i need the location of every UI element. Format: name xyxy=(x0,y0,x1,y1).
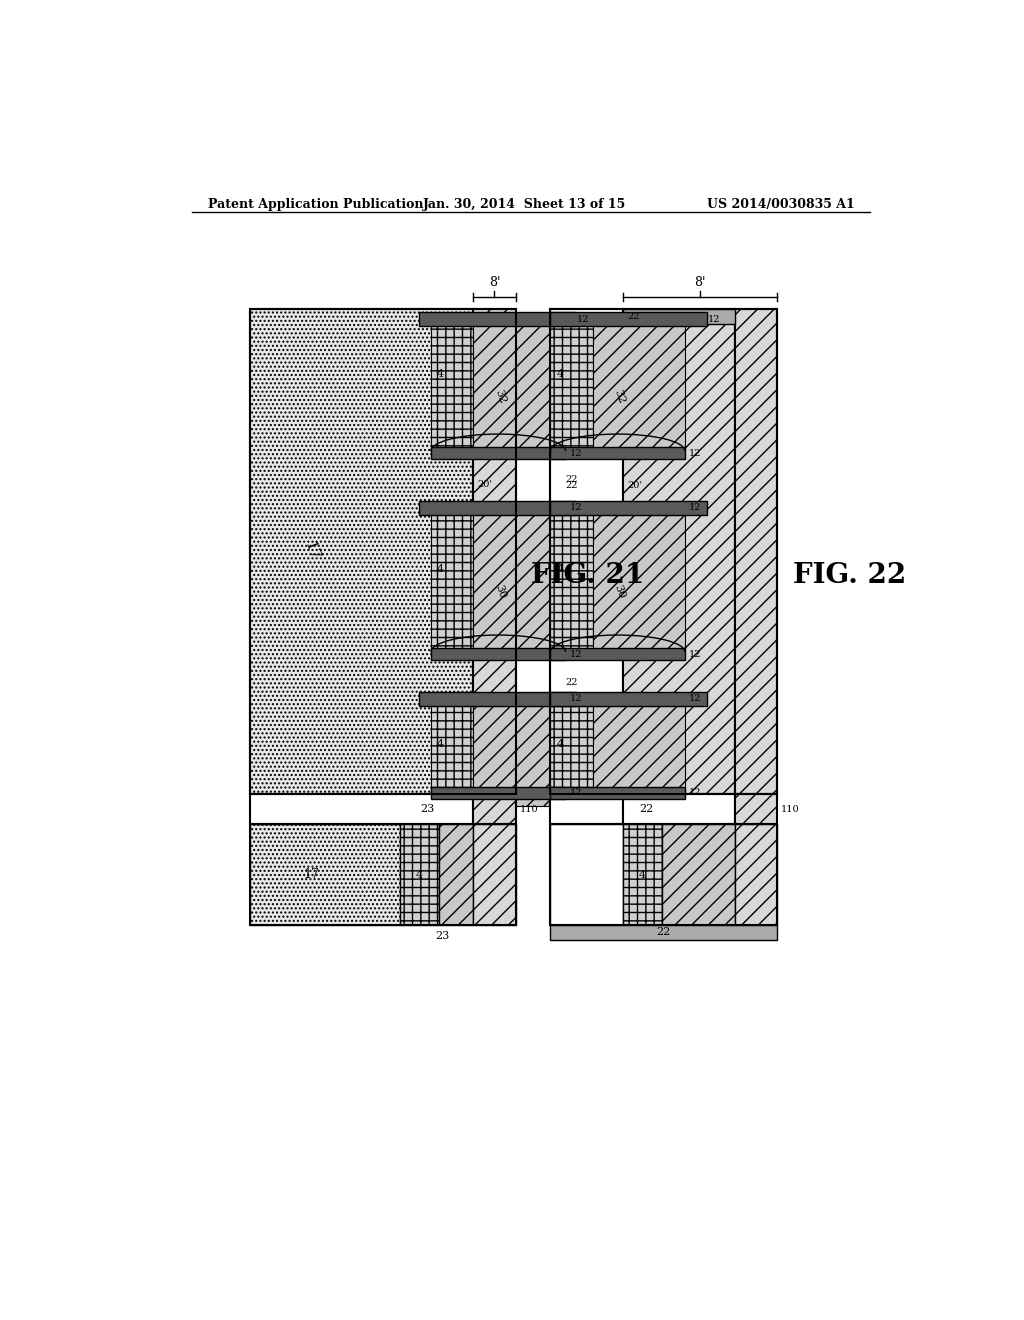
Bar xyxy=(473,793,515,825)
Text: 12: 12 xyxy=(569,694,582,704)
Text: 12: 12 xyxy=(569,449,582,458)
Bar xyxy=(419,692,575,706)
Text: Jan. 30, 2014  Sheet 13 of 15: Jan. 30, 2014 Sheet 13 of 15 xyxy=(423,198,627,211)
Text: 4: 4 xyxy=(556,368,563,379)
Text: 12: 12 xyxy=(689,694,701,704)
Text: 4: 4 xyxy=(556,564,563,574)
Bar xyxy=(250,793,473,825)
Text: 17: 17 xyxy=(302,540,322,562)
Text: 30: 30 xyxy=(493,583,507,601)
Bar xyxy=(419,313,575,326)
Text: 8': 8' xyxy=(488,276,500,289)
Text: 23: 23 xyxy=(435,931,450,941)
Bar xyxy=(550,825,624,924)
Text: 12: 12 xyxy=(578,315,590,323)
Bar xyxy=(624,793,735,825)
Bar xyxy=(431,447,565,459)
Bar xyxy=(431,706,473,807)
Bar xyxy=(431,787,565,799)
Text: 22: 22 xyxy=(565,475,579,484)
Bar xyxy=(550,787,685,799)
Bar xyxy=(550,309,777,793)
Bar xyxy=(550,313,707,326)
Bar xyxy=(550,447,685,459)
Text: 22: 22 xyxy=(565,482,579,490)
Text: 12: 12 xyxy=(689,649,701,659)
Bar xyxy=(550,706,593,807)
Text: 22: 22 xyxy=(656,927,671,937)
Bar xyxy=(550,309,624,793)
Bar xyxy=(250,825,515,924)
Text: 12: 12 xyxy=(689,503,701,512)
Text: 110: 110 xyxy=(519,805,538,813)
Text: 22: 22 xyxy=(565,678,579,688)
Text: 12: 12 xyxy=(689,788,701,797)
Bar xyxy=(550,502,707,515)
Bar xyxy=(550,515,593,652)
Bar xyxy=(735,825,777,924)
Bar xyxy=(550,326,593,451)
Bar xyxy=(250,309,515,793)
Text: 12: 12 xyxy=(569,503,582,512)
Bar xyxy=(250,309,473,793)
Text: 4: 4 xyxy=(437,564,444,574)
Bar xyxy=(473,515,565,652)
Text: 17: 17 xyxy=(303,869,319,880)
Text: 110: 110 xyxy=(781,805,800,813)
Text: 20': 20' xyxy=(477,479,493,488)
Bar xyxy=(550,692,707,706)
Text: US 2014/0030835 A1: US 2014/0030835 A1 xyxy=(707,198,854,211)
Text: 12: 12 xyxy=(689,449,701,458)
Text: 12: 12 xyxy=(569,649,582,659)
Bar xyxy=(624,309,735,793)
Bar xyxy=(593,515,685,652)
Bar xyxy=(431,648,565,660)
Bar xyxy=(431,326,473,451)
Bar xyxy=(593,706,685,807)
Text: 32: 32 xyxy=(493,388,507,405)
Bar xyxy=(593,326,685,451)
Text: 20': 20' xyxy=(628,482,642,490)
Bar xyxy=(624,825,662,924)
Text: 4: 4 xyxy=(556,739,563,750)
Text: 4: 4 xyxy=(437,739,444,750)
Text: 8': 8' xyxy=(694,276,707,289)
Text: FIG. 21: FIG. 21 xyxy=(531,562,644,589)
Bar xyxy=(250,825,400,924)
Bar xyxy=(473,706,565,807)
Text: 12: 12 xyxy=(569,788,582,797)
Bar xyxy=(550,648,685,660)
Bar xyxy=(419,502,575,515)
Text: 30: 30 xyxy=(612,583,627,601)
Text: 4: 4 xyxy=(416,870,423,879)
Bar xyxy=(473,825,515,924)
Text: 32: 32 xyxy=(612,388,627,405)
Text: 22: 22 xyxy=(628,312,640,321)
Bar xyxy=(550,825,777,924)
Text: 4: 4 xyxy=(639,870,646,879)
Bar xyxy=(550,924,777,940)
Text: 23: 23 xyxy=(420,804,434,814)
Text: FIG. 22: FIG. 22 xyxy=(793,562,906,589)
Bar xyxy=(662,825,735,924)
Bar xyxy=(400,825,438,924)
Bar xyxy=(550,793,624,825)
Bar xyxy=(431,515,473,652)
Bar xyxy=(438,825,473,924)
Bar xyxy=(735,309,777,793)
Bar xyxy=(735,793,777,825)
Text: 12: 12 xyxy=(708,315,721,323)
Bar xyxy=(473,326,565,451)
Text: Patent Application Publication: Patent Application Publication xyxy=(208,198,423,211)
Bar xyxy=(624,309,735,323)
Bar xyxy=(473,309,515,793)
Text: 22: 22 xyxy=(639,804,653,814)
Text: 4: 4 xyxy=(437,368,444,379)
